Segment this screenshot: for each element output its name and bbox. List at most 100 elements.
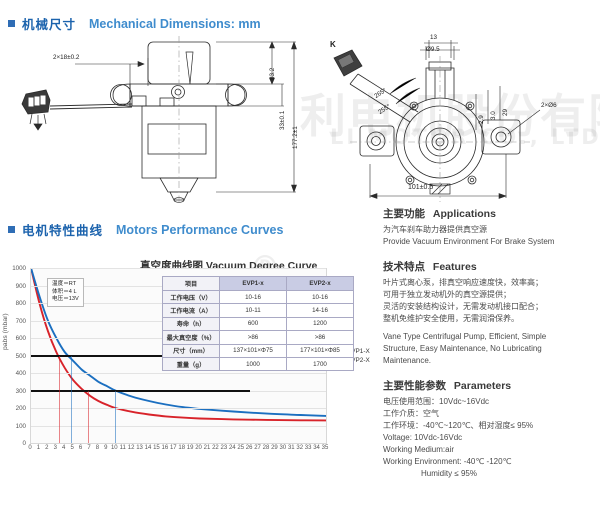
dim-diam-9-5: Ø9.5 xyxy=(426,46,440,53)
chart-crossing-marker xyxy=(58,355,60,443)
bullet-square-icon xyxy=(8,20,15,27)
info-panel: 主要功能 Applications 为汽车刹车助力器提供真空源 Provide … xyxy=(383,206,595,491)
parameter-line-cn: 电压使用范围：10Vdc~16Vdc xyxy=(383,397,490,406)
chart-x-tick-label: 29 xyxy=(271,445,278,451)
chart-x-tick-label: 23 xyxy=(220,445,228,451)
chart-y-tick-label: 1000 xyxy=(12,265,26,272)
chart-x-tick-label: 6 xyxy=(78,445,83,451)
table-cell-evp1: 137×101×Φ75 xyxy=(219,343,287,358)
drawing-pump-top-view: K 265° 255° 13 Ø9.5 2.9 3.0 29 2×Ø6 101±… xyxy=(330,34,595,204)
table-cell-evp1: 600 xyxy=(219,316,287,332)
dim-177-2: 177.2±1 xyxy=(292,126,299,149)
chart-y-tick-label: 800 xyxy=(15,300,26,307)
annotation-volume: 体积＝4 L xyxy=(52,288,77,295)
chart-x-ticks: 0 1 2 3 4 5 6 7 8 9 10 11 12 13 14 15 16 17 18 19 20 21 22 23 24… xyxy=(28,445,328,457)
applications-block: 主要功能 Applications 为汽车刹车助力器提供真空源 Provide … xyxy=(383,206,595,248)
chart-x-tick-label: 12 xyxy=(127,445,135,451)
applications-title: 主要功能 Applications xyxy=(383,206,595,221)
table-row: 重量（g） 1000 1700 xyxy=(162,356,354,372)
table-cell-evp2: 177×101×Φ85 xyxy=(286,343,354,358)
table-cell-label: 寿命（h） xyxy=(162,316,220,332)
parameter-line-cn: 工作介质：空气 xyxy=(383,409,439,418)
parameter-line-en: Working Environment: -40℃ -120℃ xyxy=(383,457,512,466)
chart-x-tick-label: 10 xyxy=(110,445,118,451)
chart-y-tick-label: 700 xyxy=(15,317,26,325)
chart-gridline xyxy=(31,268,326,269)
section-header-curves: 电机特性曲线 Motors Performance Curves xyxy=(8,220,283,239)
feature-line-cn: 灵活的安装结构设计，无需发动机接口配合； xyxy=(383,302,543,311)
chart-x-tick-label: 25 xyxy=(237,445,245,451)
chart-x-tick-label: 18 xyxy=(178,445,186,451)
parameters-list-cn: 电压使用范围：10Vdc~16Vdc 工作介质：空气工作环境：-40℃~120℃、… xyxy=(383,396,595,432)
dim-29: 29 xyxy=(502,108,509,116)
parameters-humidity: Humidity ≤ 95% xyxy=(421,469,477,478)
feature-line-cn: 叶片式离心泵，排真空响应速度快，效率高； xyxy=(383,278,543,287)
chart-y-tick-label: 500 xyxy=(15,352,26,360)
chart-x-tick-label: 31 xyxy=(287,445,295,451)
annotation-voltage: 电压＝13V xyxy=(52,296,79,303)
table-cell-evp2: >86 xyxy=(286,330,354,345)
features-list-en: Vane Type Centrifugal Pump, Efficient, S… xyxy=(383,331,595,367)
parameters-title-cn: 主要性能参数 xyxy=(383,380,446,392)
table-cell-label: 工作电流（A） xyxy=(162,303,220,318)
bullet-square-icon-2 xyxy=(8,226,15,233)
chart-x-tick-label: 28 xyxy=(262,445,270,451)
chart-y-tick-label: 200 xyxy=(15,405,26,412)
chart-x-tick-label: 4 xyxy=(62,445,66,451)
chart-annotation-box: 温度＝RT 体积＝4 L 电压＝13V xyxy=(47,278,84,307)
dim-13: 13 xyxy=(430,34,438,41)
feature-line-cn: 整机免维护安全使用，无需润滑保养。 xyxy=(383,314,519,323)
chart-crossing-marker xyxy=(115,390,117,443)
dim-2x-diam-6: 2×Ø6 xyxy=(541,102,557,109)
chart-y-tick-label: 300 xyxy=(15,387,26,395)
chart-x-tick-label: 22 xyxy=(212,445,219,451)
table-cell-label: 最大真空度（%） xyxy=(162,330,220,345)
table-header-evp2: EVP2-x xyxy=(286,276,354,291)
table-cell-evp1: 1000 xyxy=(219,356,287,372)
dim-3-0: 3.0 xyxy=(490,111,497,120)
table-cell-evp2: 1700 xyxy=(286,356,354,372)
annotation-temperature: 温度＝RT xyxy=(52,281,77,287)
chart-x-tick-label: 34 xyxy=(313,445,320,451)
chart-x-tick-label: 26 xyxy=(245,445,253,451)
section-title-mechanical-en: Mechanical Dimensions: mm xyxy=(89,16,261,31)
parameter-line-en: Voltage: 10Vdc-16Vdc xyxy=(383,433,463,442)
chart-crossing-marker xyxy=(88,390,90,443)
chart-gridline xyxy=(31,408,326,409)
features-title-en: Features xyxy=(432,261,477,273)
section-title-curves-en: Motors Performance Curves xyxy=(116,222,284,237)
chart-x-tick-label: 0 xyxy=(28,445,32,451)
chart-x-tick-label: 9 xyxy=(104,445,108,451)
chart-x-tick-label: 35 xyxy=(321,445,329,451)
applications-text-en: Provide Vacuum Environment For Brake Sys… xyxy=(383,237,555,246)
chart-x-tick-label: 16 xyxy=(161,445,169,451)
chart-x-tick-label: 19 xyxy=(186,445,194,451)
feature-line-cn: 可用于独立发动机外的真空源提供； xyxy=(383,290,511,299)
table-row: 工作电压（V） 10-16 10-16 xyxy=(162,289,354,305)
chart-reference-line xyxy=(31,389,251,392)
chart-x-tick-label: 20 xyxy=(195,445,202,451)
specifications-table: 项目 EVP1-x EVP2-x 工作电压（V） 10-16 10-16 工作电流（A… xyxy=(162,276,354,372)
table-cell-evp2: 10-16 xyxy=(286,289,354,305)
parameters-list-en: Voltage: 10Vdc-16Vdc Working Medium:air Wo… xyxy=(383,432,595,468)
legend-label-evp1: EVP1-X xyxy=(347,348,370,355)
dim-101: 101±0.5 xyxy=(408,184,434,191)
chart-x-tick-label: 3 xyxy=(53,445,57,451)
dim-33: 33±0.1 xyxy=(279,110,286,130)
chart-gridline xyxy=(31,373,326,374)
table-header-evp1: EVP1-x xyxy=(219,276,287,291)
drawing-pump-side-view: 2×18±0.2 33.2 33±0.1 177.2±1 xyxy=(20,34,330,204)
chart-series-evp2-x xyxy=(31,268,326,417)
table-row: 最大真空度（%） >86 >86 xyxy=(162,330,354,345)
parameter-line-cn: 工作环境：-40℃~120℃、相对湿度≤ 95% xyxy=(383,421,534,430)
dim-33-2: 33.2 xyxy=(269,67,276,80)
table-row: 寿命（h） 600 1200 xyxy=(162,316,354,332)
chart-x-tick-label: 27 xyxy=(254,445,261,451)
feature-line-en: Maintenance. xyxy=(383,356,432,365)
parameters-block: 主要性能参数 Parameters 电压使用范围：10Vdc~16Vdc 工作介质… xyxy=(383,378,595,480)
legend-label-evp2: EVP2-X xyxy=(347,357,370,364)
table-header-item: 项目 xyxy=(162,276,220,291)
chart-x-tick-label: 14 xyxy=(144,445,152,451)
chart-y-tick-label: 900 xyxy=(15,282,26,290)
table-cell-label: 重量（g） xyxy=(162,356,220,372)
